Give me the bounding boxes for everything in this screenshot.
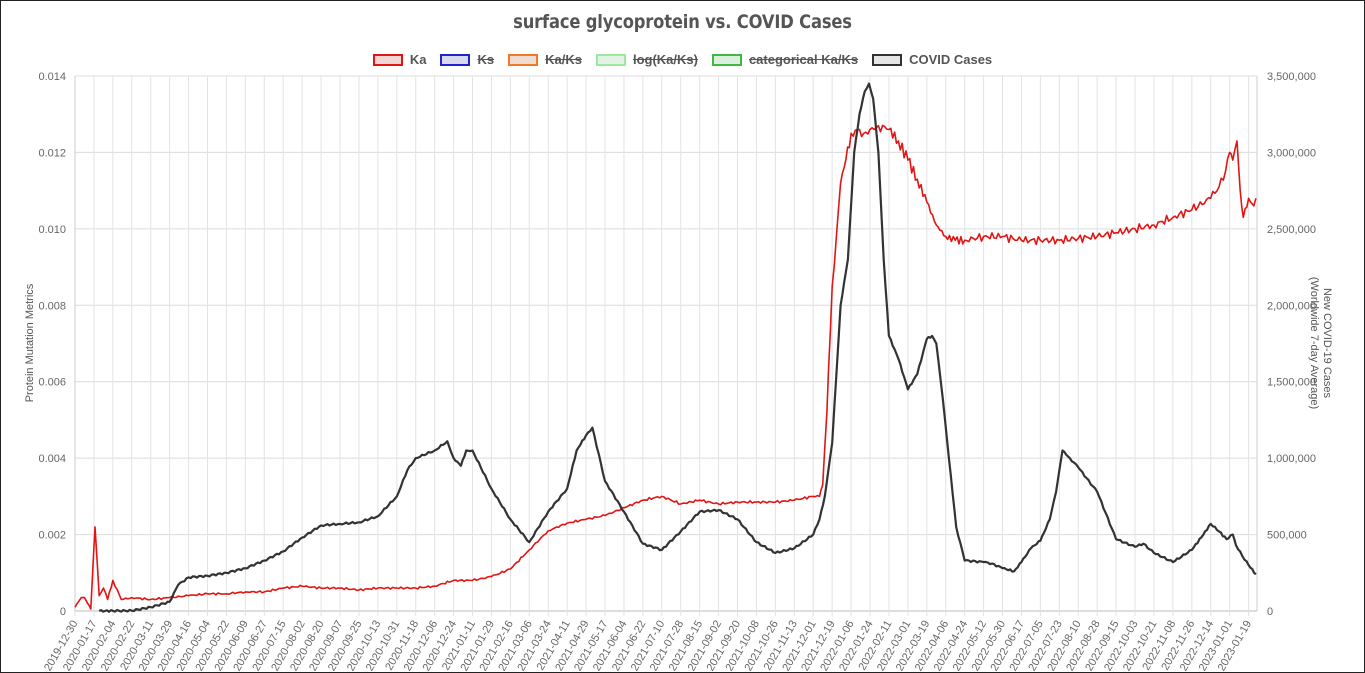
y-right-tick-label: 1,500,000 — [1267, 377, 1316, 389]
legend-item-1[interactable]: Ks — [440, 52, 494, 67]
y-left-tick-label: 0.012 — [38, 147, 66, 159]
legend-label: COVID Cases — [909, 52, 993, 67]
legend-item-4[interactable]: categorical Ka/Ks — [711, 52, 859, 67]
y-right-tick-label: 1,000,000 — [1267, 453, 1316, 465]
legend-item-2[interactable]: Ka/Ks — [508, 52, 582, 67]
legend-swatch — [595, 53, 626, 66]
legend-label: Ka/Ks — [545, 52, 582, 67]
legend-swatch — [872, 53, 903, 66]
legend-item-3[interactable]: log(Ka/Ks) — [595, 52, 698, 67]
legend-label: categorical Ka/Ks — [748, 52, 859, 67]
legend-swatch — [711, 53, 742, 66]
y-left-tick-label: 0.004 — [38, 453, 66, 465]
legend-item-0[interactable]: Ka — [372, 52, 427, 67]
y-right-tick-label: 2,000,000 — [1267, 300, 1316, 312]
y-right-tick-label: 0 — [1267, 606, 1273, 618]
legend-label: Ka — [409, 52, 427, 67]
y-right-tick-label: 3,000,000 — [1267, 147, 1316, 159]
y-left-tick-label: 0.008 — [38, 300, 66, 312]
legend-item-5[interactable]: COVID Cases — [872, 52, 992, 67]
y-left-tick-label: 0.006 — [38, 377, 66, 389]
legend-swatch — [372, 53, 403, 66]
y-left-tick-label: 0.014 — [38, 71, 66, 83]
y-left-tick-label: 0.010 — [38, 224, 66, 236]
y-right-tick-label: 2,500,000 — [1267, 224, 1316, 236]
series-line-ka — [74, 124, 1257, 610]
y-right-tick-label: 500,000 — [1267, 530, 1307, 542]
series-line-covid-cases — [98, 82, 1257, 613]
legend-swatch — [508, 53, 539, 66]
chart-title: surface glycoprotein vs. COVID Cases — [513, 11, 852, 33]
legend-label: Ks — [477, 52, 495, 67]
y-left-tick-label: 0.002 — [38, 530, 66, 542]
legend-swatch — [440, 53, 471, 66]
y-right-tick-label: 3,500,000 — [1267, 71, 1316, 83]
chart-legend: Ka Ks Ka/Ks log(Ka/Ks) categorical Ka/Ks COVI… — [0, 52, 1365, 67]
y-left-tick-label: 0 — [60, 606, 66, 618]
legend-label: log(Ka/Ks) — [632, 52, 698, 67]
